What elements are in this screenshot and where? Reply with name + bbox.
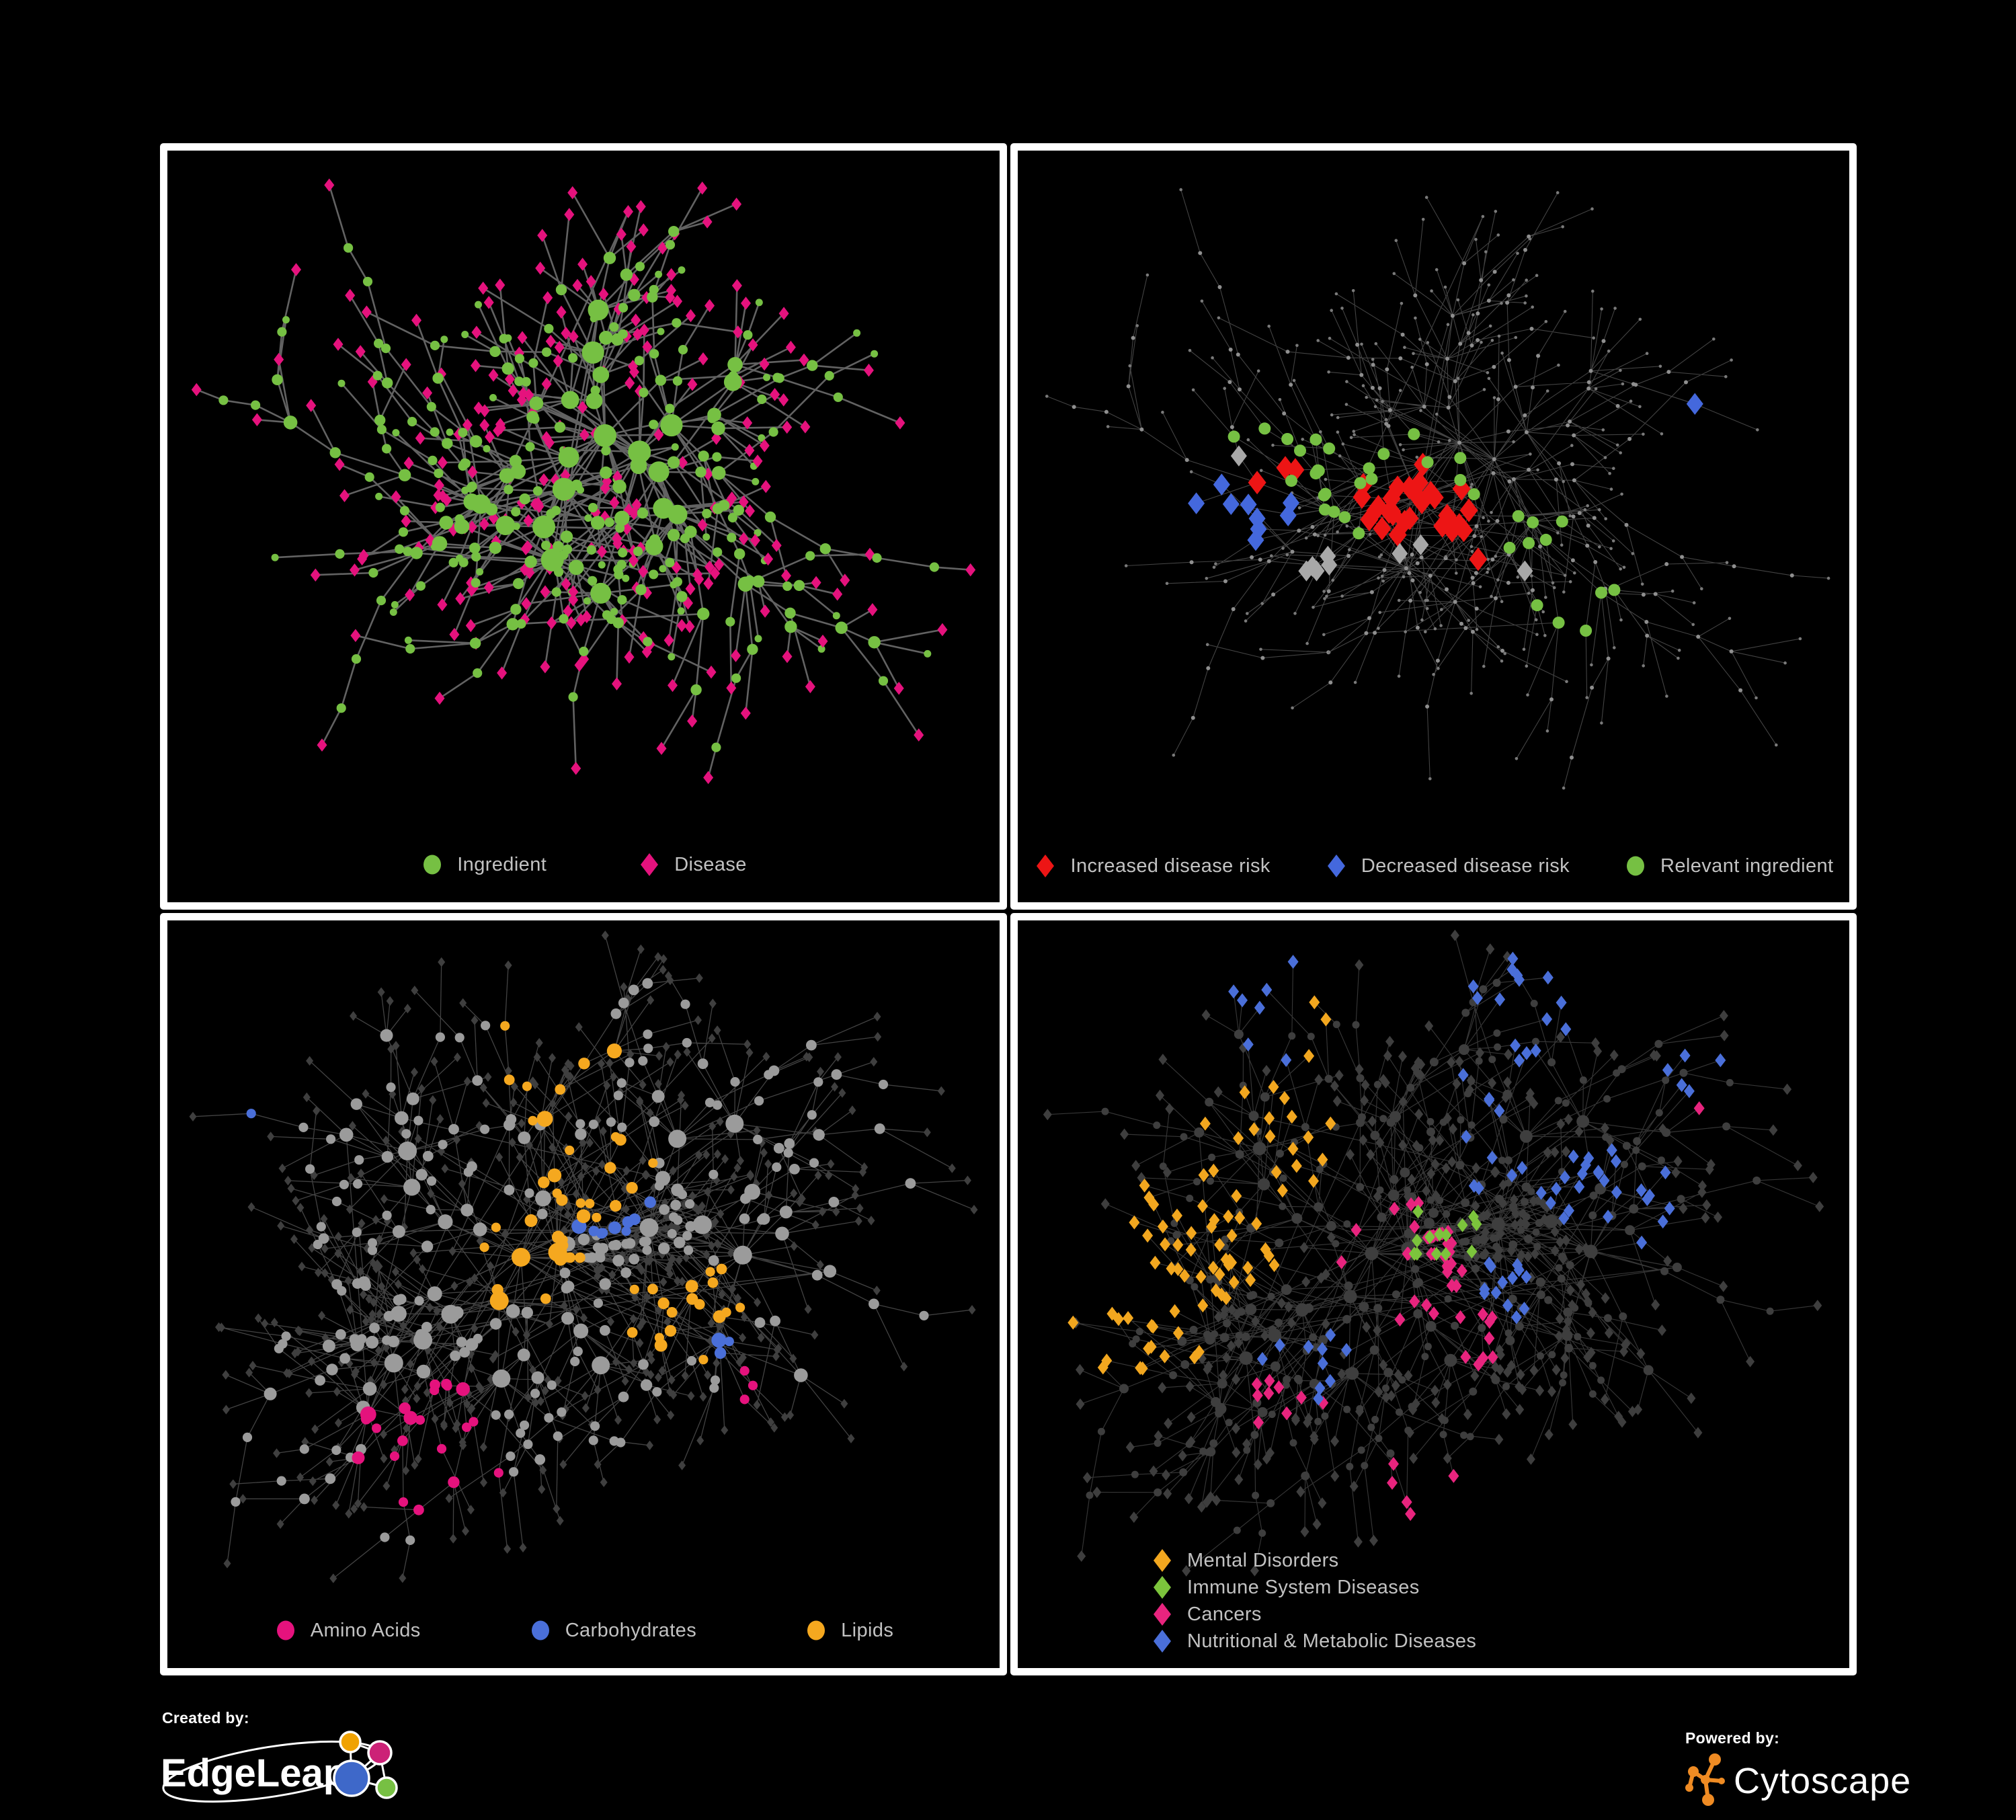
legend-label: Nutritional & Metabolic Diseases (1187, 1630, 1477, 1652)
legend-item: Increased disease risk (1033, 853, 1270, 879)
legend-label: Cancers (1187, 1603, 1262, 1625)
circle-marker-icon (807, 1620, 825, 1640)
legend-item: Disease (637, 851, 747, 878)
network-canvas-disease-risk (1045, 188, 1830, 790)
edgeleap-credit: Created by: EdgeLeap (157, 1709, 419, 1811)
edges-layer (1046, 189, 1829, 789)
diamond-marker-icon (1154, 1630, 1171, 1653)
created-by-label: Created by: (162, 1709, 249, 1727)
legend-label: Lipids (841, 1619, 894, 1641)
panel-nutrient-classes: Amino Acids Carbohydrates Lipids (160, 913, 1007, 1675)
legend-item: Mental Disorders (1150, 1547, 1419, 1574)
highlight-layer (246, 1021, 758, 1515)
edgeleap-node-green (375, 1776, 398, 1799)
legend-disease-classes: Mental Disorders Immune System Diseases Ca… (1026, 1547, 1841, 1655)
legend-item: Decreased disease risk (1324, 853, 1570, 879)
panel-disease-risk: Increased disease risk Decreased disease … (1010, 143, 1857, 910)
edgeleap-network-icon (333, 1731, 398, 1799)
circle-marker-icon (1627, 856, 1645, 876)
highlight-layer (1067, 951, 1726, 1521)
legend-item: Ingredient (420, 851, 547, 878)
panel-ingredient-disease: Ingredient Disease (160, 143, 1007, 910)
legend-item: Lipids (804, 1617, 893, 1644)
legend-item: Nutritional & Metabolic Diseases (1150, 1628, 1607, 1655)
diamond-marker-icon (1154, 1549, 1171, 1572)
diamond-marker-icon (1037, 855, 1055, 877)
cytoscape-credit: Powered by: Cytoscape (1684, 1729, 1926, 1812)
legend-label: Relevant ingredient (1660, 855, 1834, 877)
legend-disease-risk: Increased disease risk Decreased disease … (1026, 853, 1841, 879)
legend-nutrient-classes: Amino Acids Carbohydrates Lipids (175, 1617, 992, 1644)
edgeleap-node-pink (367, 1740, 393, 1766)
legend-label: Increased disease risk (1070, 855, 1271, 877)
circle-marker-icon (424, 855, 442, 875)
legend-ingredient-disease: Ingredient Disease (175, 851, 992, 878)
edgeleap-node-blue (333, 1759, 370, 1797)
powered-by-label: Powered by: (1685, 1729, 1780, 1747)
diamond-marker-icon (1154, 1603, 1171, 1626)
edgeleap-logo-text: EdgeLeap (161, 1751, 347, 1795)
panel-disease-classes: Mental Disorders Immune System Diseases Ca… (1010, 913, 1857, 1675)
network-canvas-nutrient-classes (189, 931, 978, 1583)
network-canvas-disease-classes (1043, 929, 1824, 1577)
highlight-layer (1188, 393, 1703, 637)
cytoscape-logo: Cytoscape (1685, 1753, 1911, 1806)
cytoscape-icon-nodes (1685, 1753, 1725, 1806)
legend-item: Amino Acids (274, 1617, 421, 1644)
circle-marker-icon (531, 1620, 549, 1640)
legend-item: Cancers (1150, 1601, 1419, 1628)
legend-label: Decreased disease risk (1361, 855, 1570, 877)
legend-label: Amino Acids (310, 1619, 421, 1641)
edges-layer (196, 184, 971, 779)
legend-item: Carbohydrates (528, 1617, 696, 1644)
nodes-layer (191, 178, 976, 785)
edgeleap-logo: EdgeLeap (161, 1731, 398, 1803)
diamond-marker-icon (641, 853, 659, 876)
legend-label: Disease (674, 853, 747, 875)
legend-item: Relevant ingredient (1623, 853, 1833, 879)
legend-item: Immune System Diseases (1150, 1574, 1607, 1601)
diamond-marker-icon (1327, 855, 1345, 877)
diamond-marker-icon (1154, 1576, 1171, 1599)
cytoscape-logo-text: Cytoscape (1734, 1761, 1911, 1801)
legend-label: Ingredient (457, 853, 547, 875)
nodes-layer (1045, 188, 1830, 790)
legend-label: Mental Disorders (1187, 1549, 1339, 1571)
edgeleap-node-orange (339, 1731, 362, 1753)
legend-label: Carbohydrates (565, 1619, 697, 1641)
legend-label: Immune System Diseases (1187, 1576, 1420, 1598)
circle-marker-icon (276, 1620, 294, 1640)
network-canvas-ingredient-disease (191, 178, 976, 785)
